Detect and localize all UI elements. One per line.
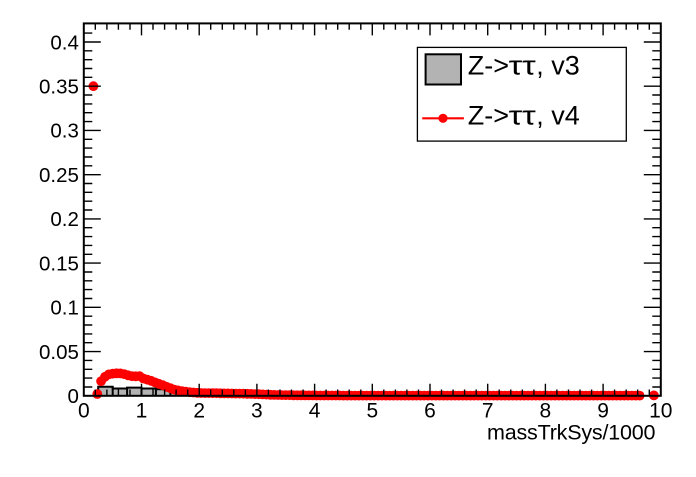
svg-text:0: 0: [67, 385, 78, 408]
svg-text:, v3: , v3: [536, 50, 580, 80]
svg-text:Z->: Z->: [468, 50, 509, 80]
svg-text:0.2: 0.2: [50, 208, 79, 231]
svg-text:0: 0: [78, 399, 90, 422]
svg-text:4: 4: [309, 399, 321, 422]
svg-text:massTrkSys/1000: massTrkSys/1000: [487, 421, 655, 445]
svg-text:0.25: 0.25: [39, 164, 79, 187]
svg-text:0.4: 0.4: [50, 31, 79, 54]
svg-text:10: 10: [649, 399, 672, 422]
svg-text:, v4: , v4: [536, 100, 580, 130]
svg-text:5: 5: [366, 399, 378, 422]
svg-text:2: 2: [193, 399, 205, 422]
svg-text:0.15: 0.15: [39, 252, 79, 275]
svg-text:0.1: 0.1: [50, 297, 79, 320]
svg-text:1: 1: [136, 399, 148, 422]
svg-text:6: 6: [424, 399, 436, 422]
svg-text:7: 7: [482, 399, 494, 422]
svg-text:9: 9: [597, 399, 609, 422]
svg-text:0.35: 0.35: [39, 76, 79, 99]
svg-text:Z->: Z->: [468, 100, 509, 130]
svg-text:ττ: ττ: [509, 50, 537, 80]
svg-text:0.3: 0.3: [50, 120, 79, 143]
svg-text:ττ: ττ: [509, 100, 537, 130]
svg-text:8: 8: [540, 399, 552, 422]
svg-text:3: 3: [251, 399, 263, 422]
svg-text:0.05: 0.05: [39, 341, 79, 364]
